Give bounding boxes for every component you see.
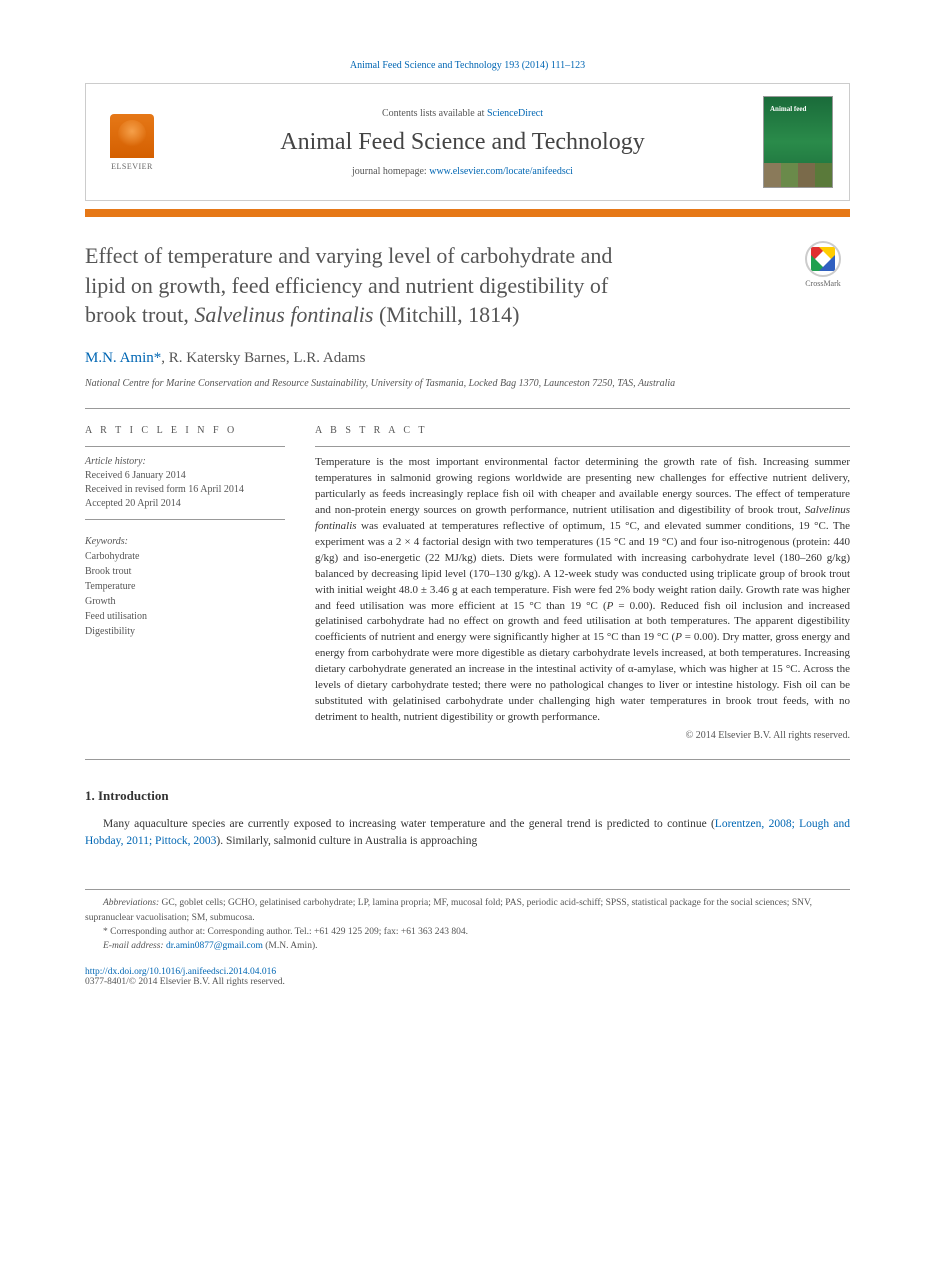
doi-line: http://dx.doi.org/10.1016/j.anifeedsci.2… <box>85 967 850 977</box>
article-info-heading: A R T I C L E I N F O <box>85 425 285 436</box>
contents-prefix: Contents lists available at <box>382 108 487 119</box>
abbr-text: GC, goblet cells; GCHO, gelatinised carb… <box>85 898 812 922</box>
keyword-0: Carbohydrate <box>85 551 139 562</box>
article-title: Effect of temperature and varying level … <box>85 241 796 330</box>
divider-abs <box>315 446 850 447</box>
authors-list: M.N. Amin*, R. Katersky Barnes, L.R. Ada… <box>85 350 850 367</box>
elsevier-tree-icon <box>110 114 154 158</box>
keywords-label: Keywords: <box>85 536 128 547</box>
intro-post: ). Similarly, salmonid culture in Austra… <box>216 835 477 847</box>
history-accepted: Accepted 20 April 2014 <box>85 498 181 509</box>
email-link[interactable]: dr.amin0877@gmail.com <box>166 941 263 951</box>
abbr-label: Abbreviations: <box>103 898 159 908</box>
elsevier-label: ELSEVIER <box>111 162 153 171</box>
abstract-heading: A B S T R A C T <box>315 425 850 436</box>
keyword-4: Feed utilisation <box>85 611 147 622</box>
author-amin[interactable]: M.N. Amin <box>85 350 154 366</box>
title-line3-post: (Mitchill, 1814) <box>373 302 519 327</box>
email-label: E-mail address: <box>103 941 164 951</box>
crossmark-icon <box>805 241 841 277</box>
crossmark-badge[interactable]: CrossMark <box>796 241 850 288</box>
abstract-column: A B S T R A C T Temperature is the most … <box>315 425 850 741</box>
title-line1: Effect of temperature and varying level … <box>85 243 612 268</box>
affiliation: National Centre for Marine Conservation … <box>85 377 850 390</box>
crossmark-label: CrossMark <box>805 279 841 288</box>
abstract-text: Temperature is the most important enviro… <box>315 455 850 726</box>
doi-link[interactable]: http://dx.doi.org/10.1016/j.anifeedsci.2… <box>85 967 276 977</box>
homepage-prefix: journal homepage: <box>352 166 429 177</box>
title-line2: lipid on growth, feed efficiency and nut… <box>85 273 608 298</box>
history-label: Article history: <box>85 456 146 467</box>
journal-header: ELSEVIER Contents lists available at Sci… <box>85 83 850 201</box>
keyword-2: Temperature <box>85 581 135 592</box>
title-species: Salvelinus fontinalis <box>194 302 373 327</box>
homepage-link[interactable]: www.elsevier.com/locate/anifeedsci <box>429 166 573 177</box>
intro-pre: Many aquaculture species are currently e… <box>103 818 715 830</box>
issn-line: 0377-8401/© 2014 Elsevier B.V. All right… <box>85 977 850 987</box>
contents-available: Contents lists available at ScienceDirec… <box>162 108 763 119</box>
footnotes: Abbreviations: GC, goblet cells; GCHO, g… <box>85 889 850 953</box>
divider-info <box>85 446 285 447</box>
divider-hist <box>85 519 285 520</box>
divider-bottom <box>85 759 850 760</box>
keyword-3: Growth <box>85 596 116 607</box>
sciencedirect-link[interactable]: ScienceDirect <box>487 108 543 119</box>
introduction-heading: 1. Introduction <box>85 788 850 804</box>
email-who: (M.N. Amin). <box>263 941 318 951</box>
journal-homepage: journal homepage: www.elsevier.com/locat… <box>162 166 763 177</box>
copyright: © 2014 Elsevier B.V. All rights reserved… <box>315 730 850 741</box>
elsevier-logo[interactable]: ELSEVIER <box>102 107 162 177</box>
history-received: Received 6 January 2014 <box>85 470 186 481</box>
authors-rest: , R. Katersky Barnes, L.R. Adams <box>161 350 365 366</box>
introduction-paragraph: Many aquaculture species are currently e… <box>85 816 850 849</box>
journal-name: Animal Feed Science and Technology <box>162 129 763 156</box>
article-info-column: A R T I C L E I N F O Article history: R… <box>85 425 285 741</box>
top-citation: Animal Feed Science and Technology 193 (… <box>85 60 850 71</box>
history-revised: Received in revised form 16 April 2014 <box>85 484 244 495</box>
keyword-1: Brook trout <box>85 566 131 577</box>
journal-cover-thumbnail[interactable] <box>763 96 833 188</box>
title-line3-pre: brook trout, <box>85 302 194 327</box>
corresponding-author-note: * Corresponding author at: Corresponding… <box>85 925 850 939</box>
accent-bar <box>85 209 850 217</box>
keyword-5: Digestibility <box>85 626 135 637</box>
